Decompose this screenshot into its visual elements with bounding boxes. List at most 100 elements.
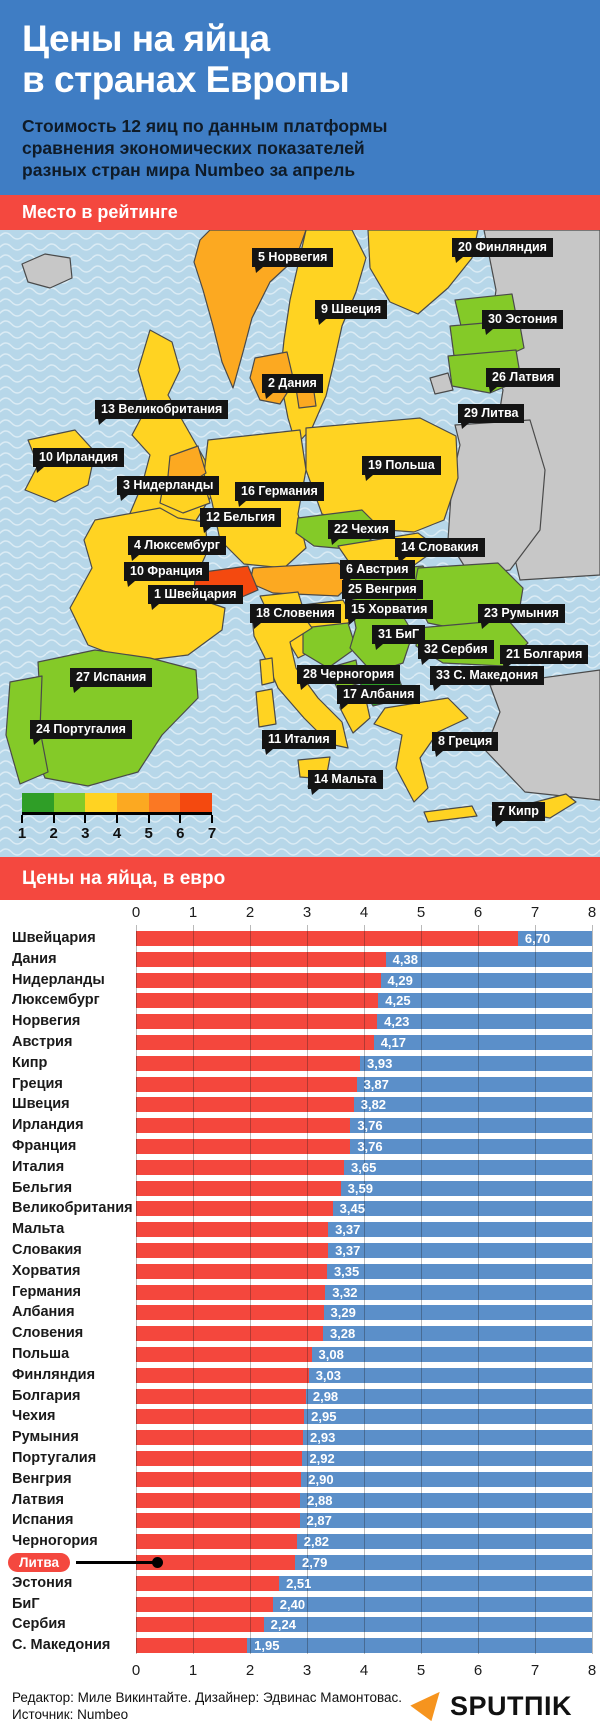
chart-row: Хорватия 3,35 [0, 1262, 600, 1279]
chart-row-label: Швеция [12, 1096, 70, 1113]
chart-row-label: Польша [12, 1345, 70, 1362]
chart-row-label: Норвегия [12, 1013, 81, 1030]
chart-row-label: Сербия [12, 1616, 66, 1633]
map-country-label: 14 Словакия [395, 538, 485, 563]
map-country-label: 1 Швейцария [148, 585, 243, 610]
chart-row: Бельгия 3,59 [0, 1180, 600, 1196]
axis-tick-label: 4 [359, 904, 369, 921]
chart-row: Румыния 2,93 [0, 1429, 600, 1446]
legend-tick-label: 6 [176, 825, 185, 842]
highlight-pill: Литва [8, 1552, 71, 1572]
source-line: Источник: Numbeo [12, 1706, 129, 1722]
chart-row: Португалия 2,92 [0, 1450, 600, 1466]
bar-track: 3,76 [136, 1118, 592, 1134]
credits-line: Редактор: Миле Викинтайте. Дизайнер: Эдв… [12, 1690, 403, 1706]
chart-row-label: Хорватия [12, 1262, 81, 1279]
chart-row: Латвия 2,88 [0, 1491, 600, 1508]
chart-row-label: Румыния [12, 1429, 79, 1446]
chart-row: Греция 3,87 [0, 1076, 600, 1092]
bar-track: 2,82 [136, 1534, 592, 1550]
axis-tick-label: 5 [416, 1662, 426, 1679]
bar [136, 1055, 360, 1071]
bar [136, 1326, 323, 1342]
bar-track: 2,79 [136, 1554, 592, 1570]
chart-row-label: Великобритания [12, 1200, 133, 1217]
chart-row: Мальта 3,37 [0, 1222, 600, 1238]
chart-row: Черногория 2,82 [0, 1533, 600, 1550]
bar-value-label: 3,59 [347, 1180, 373, 1196]
bar [136, 1575, 280, 1591]
bar-value-label: 6,70 [524, 931, 551, 946]
map-country-label: 12 Бельгия [200, 508, 282, 533]
chart-row-label: Албания [12, 1304, 75, 1321]
map-country-label: 30 Эстония [482, 310, 564, 335]
bar [136, 1554, 296, 1570]
legend-swatch [85, 793, 118, 812]
bar-value-label: 2,95 [311, 1409, 337, 1425]
map-country-label: 9 Швеция [315, 300, 388, 325]
bar-track: 2,88 [136, 1492, 592, 1508]
bar-value-label: 1,95 [254, 1638, 280, 1654]
legend-tick-label: 5 [144, 825, 153, 842]
axis-tick-label: 6 [473, 904, 483, 921]
bar [136, 1450, 303, 1466]
bar-track: 1,95 [136, 1638, 592, 1654]
map-country-label: 22 Чехия [328, 520, 395, 545]
map-country-label: 10 Ирландия [33, 448, 125, 473]
bar-value-label: 2,87 [306, 1513, 332, 1529]
bar [136, 1201, 333, 1217]
bar-value-label: 4,25 [385, 993, 411, 1009]
chart-row: Германия 3,32 [0, 1284, 600, 1300]
bar-value-label: 2,92 [309, 1450, 335, 1466]
map-country-label: 10 Франция [124, 562, 209, 587]
country-finland [367, 230, 479, 315]
map-country-label: 13 Великобритания [95, 400, 229, 425]
bar-track: 2,93 [136, 1430, 592, 1446]
map-country-label: 4 Люксембург [128, 536, 226, 561]
bar-value-label: 3,37 [335, 1222, 361, 1238]
legend-tick-label: 3 [81, 825, 90, 842]
axis-tick-label: 2 [245, 904, 255, 921]
bar-track: 3,37 [136, 1242, 592, 1258]
bar [136, 1534, 297, 1550]
map-country-label: 21 Болгария [500, 645, 589, 670]
bar [136, 972, 381, 988]
bar [136, 1430, 303, 1446]
map-country-label: 20 Финляндия [452, 238, 553, 263]
axis-tick-label: 8 [587, 1662, 597, 1679]
map-country-label: 11 Италия [262, 730, 336, 755]
map-country-label: 25 Венгрия [342, 580, 423, 605]
price-bar-chart: 0 1 2 3 4 5 6 7 8 Швейцария 6,70 Дания 4,38 Нидерлан… [0, 900, 600, 1688]
legend-ruler [21, 812, 213, 824]
bar-value-label: 2,24 [270, 1617, 296, 1633]
country-kaliningrad [429, 372, 454, 395]
chart-row-label: Латвия [12, 1491, 64, 1508]
chart-row-label: Эстония [12, 1574, 73, 1591]
axis-tick-label: 0 [131, 904, 141, 921]
map-country-label: 17 Албания [337, 685, 421, 710]
bar [136, 1014, 378, 1030]
map-country-label: 18 Словения [250, 604, 341, 629]
legend-tick [52, 815, 55, 823]
section-banner-ranking-label: Место в рейтинге [22, 202, 178, 222]
bar-track: 3,82 [136, 1097, 592, 1113]
legend-swatch [148, 793, 181, 812]
chart-row: Испания 2,87 [0, 1513, 600, 1529]
chart-row-label: Черногория [12, 1533, 98, 1550]
bar-track: 3,35 [136, 1263, 592, 1279]
bar-track: 4,29 [136, 972, 592, 988]
bar [136, 1034, 374, 1050]
bar [136, 1097, 354, 1113]
island-corsica [259, 657, 275, 686]
bar-track: 2,87 [136, 1513, 592, 1529]
legend-swatch [117, 793, 149, 812]
x-axis-bottom: 0 1 2 3 4 5 6 7 8 [0, 1662, 600, 1682]
chart-row: Чехия 2,95 [0, 1409, 600, 1425]
section-banner-ranking: Место в рейтинге [0, 195, 600, 230]
bar [136, 1222, 329, 1238]
bar-track: 2,24 [136, 1617, 592, 1633]
chart-row: БиГ 2,40 [0, 1596, 600, 1612]
map-country-label: 26 Латвия [486, 368, 561, 393]
legend-tick [179, 815, 182, 823]
bar-value-label: 3,29 [330, 1305, 356, 1321]
